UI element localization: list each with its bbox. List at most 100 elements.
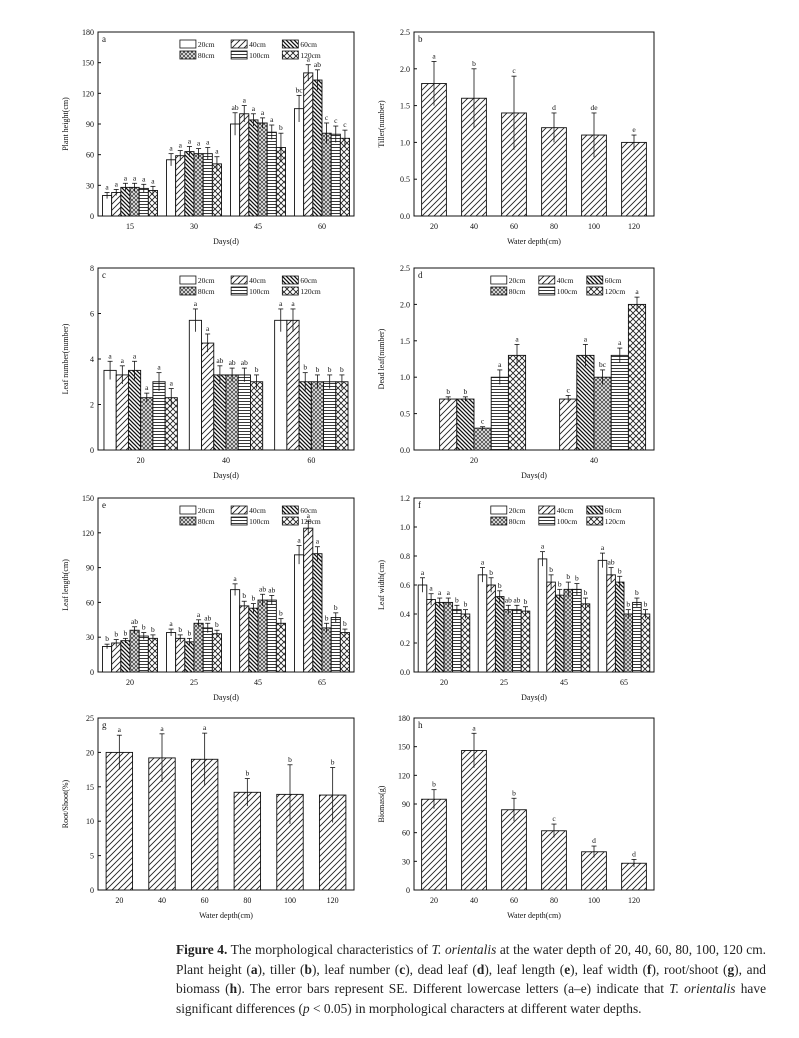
y-tick-label: 4 <box>90 355 94 364</box>
significance-letter: a <box>498 360 502 369</box>
x-axis-label: Days(d) <box>521 471 547 480</box>
significance-letter: ab <box>131 617 138 626</box>
caption-text: ). The error bars represent SE. Differen… <box>237 981 670 996</box>
bar <box>621 141 647 217</box>
significance-letter: a <box>179 141 183 150</box>
legend-swatch <box>179 516 197 526</box>
y-tick-label: 0.4 <box>400 610 410 619</box>
bar <box>103 369 117 451</box>
significance-letter: b <box>124 628 128 637</box>
significance-letter: ab <box>268 585 275 594</box>
legend-label: 60cm <box>300 276 317 285</box>
significance-letter: b <box>279 609 283 618</box>
bar <box>111 642 122 673</box>
bar <box>335 381 349 451</box>
bar <box>250 381 264 451</box>
significance-letter: a <box>438 588 442 597</box>
significance-letter: a <box>316 537 320 546</box>
legend-swatch <box>179 505 197 515</box>
significance-letter: b <box>334 603 338 612</box>
significance-letter: ab <box>241 358 248 367</box>
x-tick-label: 30 <box>190 222 198 231</box>
significance-letter: b <box>472 59 476 68</box>
bar <box>610 354 629 451</box>
significance-letter: b <box>114 630 118 639</box>
legend-label: 120cm <box>605 287 626 296</box>
significance-letter: a <box>160 724 164 733</box>
bar <box>537 558 548 673</box>
caption-text: ), root/shoot ( <box>651 961 728 977</box>
caption-text: < 0.05) in morphological characters at d… <box>309 1000 642 1016</box>
y-tick-label: 150 <box>398 743 410 752</box>
y-tick-label: 10 <box>86 817 94 826</box>
bar <box>201 342 215 451</box>
significance-letter: b <box>432 780 436 789</box>
x-axis-label: Days(d) <box>213 237 239 246</box>
legend-swatch <box>490 275 508 285</box>
bar <box>576 354 595 451</box>
bar <box>323 381 337 451</box>
caption-species: T. orientalis <box>431 942 497 957</box>
legend-label: 60cm <box>605 276 622 285</box>
x-tick-label: 15 <box>126 222 134 231</box>
y-tick-label: 0 <box>90 886 94 895</box>
legend-label: 80cm <box>509 517 526 526</box>
significance-letter: ab <box>216 356 223 365</box>
x-tick-label: 40 <box>590 456 598 465</box>
legend-swatch <box>281 516 299 526</box>
significance-letter: ab <box>505 595 512 604</box>
significance-letter: b <box>498 581 502 590</box>
y-axis-label: Tiller(number) <box>377 100 386 148</box>
significance-letter: b <box>489 568 493 577</box>
significance-letter: d <box>632 849 636 858</box>
x-tick-label: 80 <box>550 896 558 905</box>
bar <box>520 610 531 673</box>
y-tick-label: 0.8 <box>400 552 410 561</box>
legend-label: 100cm <box>249 51 270 60</box>
bar <box>202 153 213 217</box>
bar <box>321 627 332 673</box>
chart-e: e 0 30 60 90 120 150 Leaf length(cm) Days(d) 20 25… <box>61 494 355 702</box>
legend-swatch <box>586 275 604 285</box>
bar <box>614 581 625 673</box>
significance-letter: b <box>644 600 648 609</box>
significance-letter: b <box>242 591 246 600</box>
legend-label: 80cm <box>198 517 215 526</box>
significance-letter: b <box>464 387 468 396</box>
bar <box>572 588 582 673</box>
significance-letter: a <box>601 543 605 552</box>
bar <box>233 791 262 891</box>
significance-letter: b <box>245 769 249 778</box>
y-tick-label: 15 <box>86 783 94 792</box>
bar <box>127 369 142 451</box>
y-tick-label: 0.2 <box>400 639 410 648</box>
significance-letter: b <box>325 613 329 622</box>
plot-frame <box>97 497 355 673</box>
legend-label: 40cm <box>557 506 574 515</box>
x-tick-label: 20 <box>430 896 438 905</box>
significance-letter: a <box>481 558 485 567</box>
bar <box>166 632 177 673</box>
panel-label: f <box>418 500 421 510</box>
significance-letter: de <box>590 103 598 112</box>
x-tick-label: 20 <box>470 456 478 465</box>
significance-letter: ab <box>608 558 615 567</box>
x-tick-label: 100 <box>588 896 600 905</box>
caption-text: at the water depth of 20, 40, 60, 80, 10… <box>176 942 767 977</box>
caption-letter: f <box>647 961 652 977</box>
x-axis-label: Days(d) <box>213 471 239 480</box>
y-tick-label: 0 <box>406 886 410 895</box>
legend-swatch <box>538 286 556 296</box>
bar <box>138 187 149 217</box>
y-tick-label: 30 <box>402 857 410 866</box>
significance-letter: d <box>592 836 596 845</box>
significance-letter: a <box>429 584 433 593</box>
legend-label: 40cm <box>249 40 266 49</box>
significance-letter: b <box>303 363 307 372</box>
bar <box>230 123 241 217</box>
bar <box>310 381 325 451</box>
legend-swatch <box>281 275 299 285</box>
y-tick-label: 90 <box>86 120 94 129</box>
y-tick-label: 150 <box>82 494 94 503</box>
